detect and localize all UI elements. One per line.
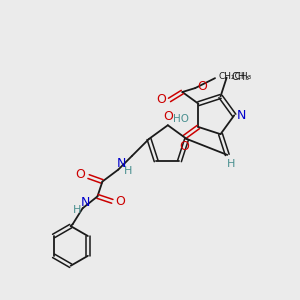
Text: O: O [179,140,189,153]
Text: O: O [163,110,173,123]
Text: O: O [197,80,207,93]
Text: N: N [236,109,246,122]
Text: H: H [227,159,236,169]
Text: N: N [117,157,126,170]
Text: O: O [115,195,125,208]
Text: N: N [81,196,90,209]
Text: O: O [76,168,85,181]
Text: CH₃: CH₃ [232,72,250,82]
Text: H: H [73,205,81,215]
Text: CH₂CH₃: CH₂CH₃ [218,72,251,81]
Text: H: H [124,166,132,176]
Text: HO: HO [172,114,188,124]
Text: O: O [157,94,166,106]
